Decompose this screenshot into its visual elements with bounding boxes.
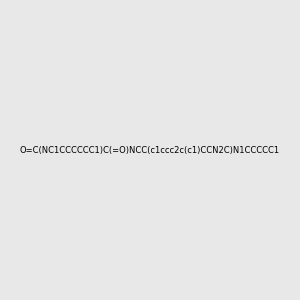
Text: O=C(NC1CCCCCC1)C(=O)NCC(c1ccc2c(c1)CCN2C)N1CCCCC1: O=C(NC1CCCCCC1)C(=O)NCC(c1ccc2c(c1)CCN2C…: [20, 146, 280, 154]
